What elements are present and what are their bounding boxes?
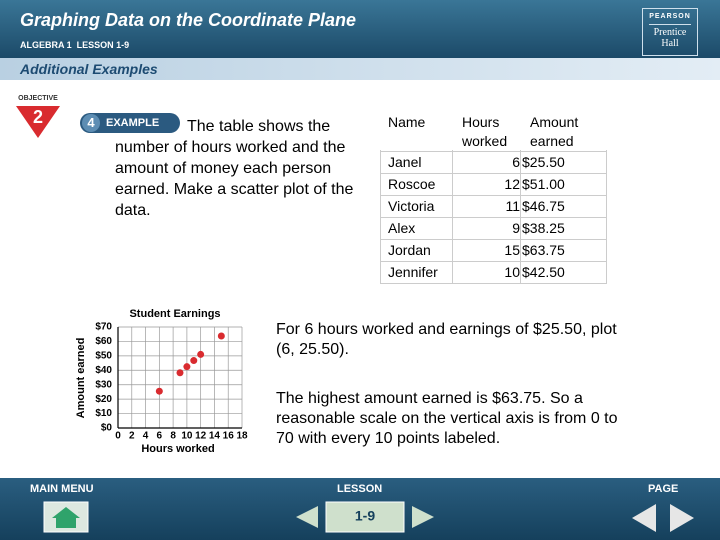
table-cell: $51.00 [522,176,565,192]
table-cell: $46.75 [522,198,565,214]
table-cell: 12 [504,176,520,192]
nav-label: PAGE [648,483,679,495]
table-col-line [380,150,381,283]
x-tick-label: 12 [195,431,207,442]
table-row-line [380,217,607,218]
y-tick-label: $70 [95,322,112,333]
lesson-button[interactable] [325,501,405,533]
table-cell: Jordan [388,242,431,258]
table-bottom-line [380,283,607,284]
nav-buttons: 1-9 [43,501,694,533]
table-cell: 6 [512,154,520,170]
chart-title: Student Earnings [129,308,220,320]
table-cell: Janel [388,154,422,170]
example-text: The table shows the number of hours work… [115,118,354,219]
x-tick-label: 16 [223,431,235,442]
point [197,350,205,358]
home-icon [52,507,80,528]
table-cell: $63.75 [522,242,565,258]
x-tick-label: 4 [143,431,149,442]
x-tick-label: 8 [170,431,176,442]
slide-title: Graphing Data on the Coordinate Plane [20,10,357,30]
table-header-bg [380,110,607,150]
table-cell: 9 [512,220,520,236]
next-lesson[interactable] [412,506,434,528]
table-cell: 10 [504,264,520,280]
y-axis-label: Amount earned [75,338,87,419]
table-row-line [380,173,607,174]
y-tick-label: $20 [95,394,112,405]
y-tick-label: $40 [95,365,112,376]
logo-bottom: Prentice Hall [649,24,691,49]
table-cell: $25.50 [522,154,565,170]
section-title: Additional Examples [20,61,158,77]
point [190,357,198,365]
x-tick-label: 0 [115,431,121,442]
table-header: Name [388,114,426,130]
x-tick-label: 6 [157,431,163,442]
table-row-line [380,239,607,240]
example-badge: 4 EXAMPLE [80,113,180,133]
y-tick-label: $30 [95,379,112,390]
objective-label: OBJECTIVE [18,95,58,102]
table-header: Amount earned [530,114,579,149]
point [176,369,184,377]
nav-label: LESSON [337,483,383,495]
y-tick-label: $50 [95,350,112,361]
triangle [16,106,60,138]
x-tick-label: 2 [129,431,135,442]
x-axis-label: Hours worked [141,443,214,455]
table-col-line [606,150,607,283]
table-col-line [520,150,521,283]
objective-number: 2 [33,107,43,127]
table-row-line [380,151,607,152]
note: The highest amount earned is $63.75. So … [276,390,618,447]
table-row-line [380,195,607,196]
table-cell: Roscoe [388,176,436,192]
logo-top: PEARSON [649,13,691,20]
section-bar: Additional Examples [0,58,720,80]
objective-icon: OBJECTIVE 2 [16,95,60,138]
prev-lesson[interactable] [296,506,318,528]
lesson-button-label: 1-9 [355,508,375,524]
example-label: EXAMPLE [106,117,160,129]
point [217,332,225,340]
nav-label: MAIN MENU [30,483,94,495]
y-tick-label: $0 [101,423,113,434]
table-col-line [452,150,453,283]
table-header: Hours worked [462,114,508,149]
x-tick-label: 10 [181,431,193,442]
table-cell: Jennifer [388,264,438,280]
prev-page[interactable] [632,504,656,532]
x-tick-label: 18 [236,431,248,442]
point [183,363,191,371]
y-tick-label: $60 [95,336,112,347]
table-cell: $38.25 [522,220,565,236]
table-cell: 11 [505,198,520,214]
slide-subtitle: ALGEBRA 1 LESSON 1-9 [20,40,130,50]
table-cell: Alex [388,220,416,236]
table-cell: 15 [504,242,520,258]
y-tick-label: $10 [95,408,112,419]
logo: PEARSON Prentice Hall [642,8,698,56]
x-tick-label: 14 [209,431,221,442]
note: For 6 hours worked and earnings of $25.5… [276,321,617,358]
next-page[interactable] [670,504,694,532]
table-cell: $42.50 [522,264,565,280]
example-number: 4 [82,114,100,132]
point [155,387,163,395]
table-cell: Victoria [388,198,435,214]
header-bar [0,0,720,58]
scatter-chart: Student Earnings Hours worked Amount earne… [75,308,248,455]
table-row-line [380,261,607,262]
